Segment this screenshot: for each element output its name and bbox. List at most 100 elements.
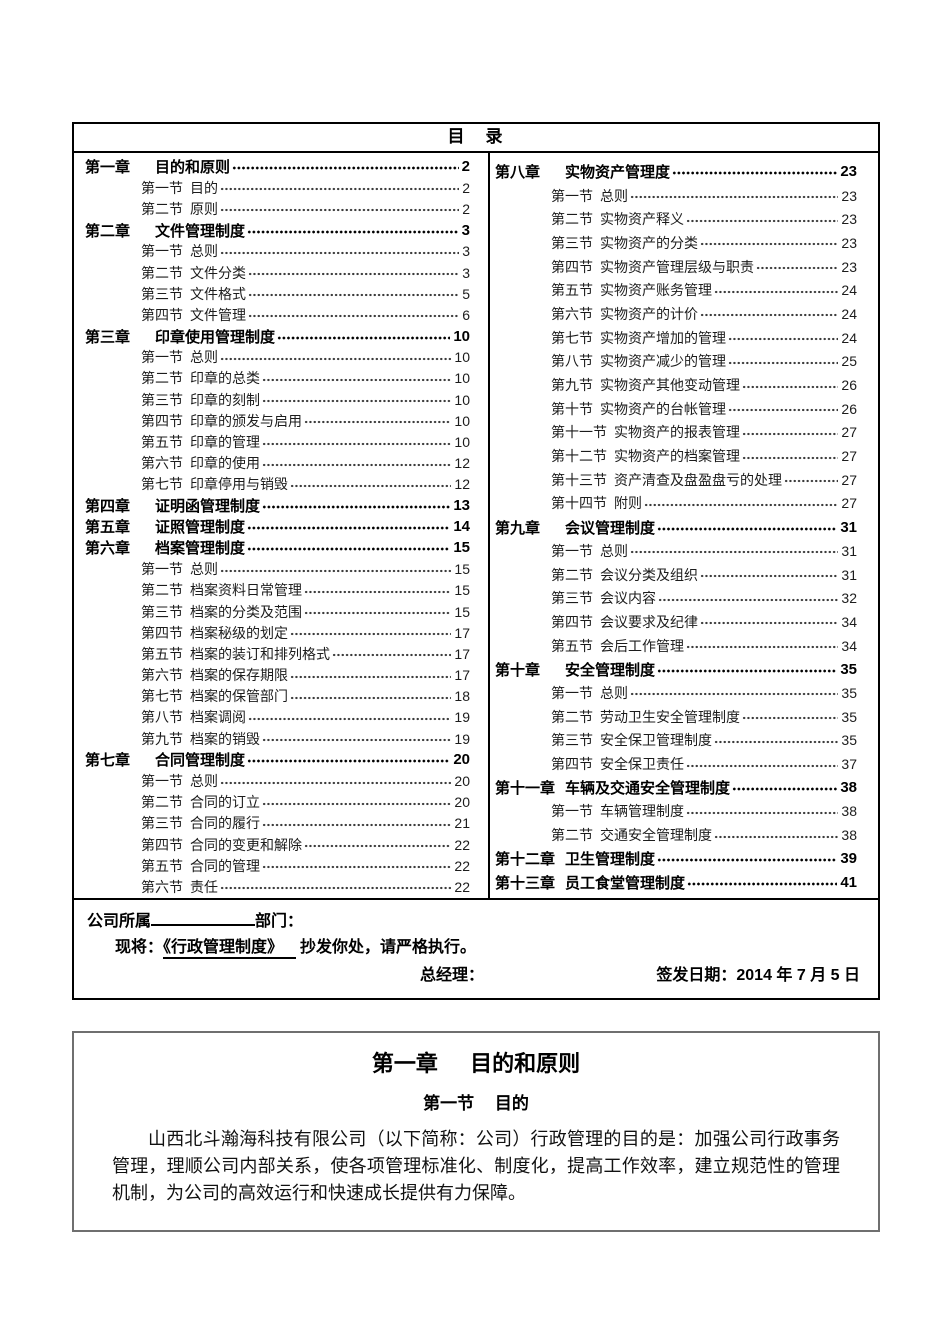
toc-entry-title: 实物资产的档案管理 (614, 448, 740, 465)
dot-leader (248, 271, 460, 278)
toc-entry-title: 会议内容 (600, 590, 656, 607)
toc-entry-title: 资产清查及盘盈盘亏的处理 (614, 471, 782, 488)
toc-entry-title: 印章的使用 (190, 455, 260, 472)
dot-leader (714, 738, 839, 745)
toc-chapter-row: 第十章 安全管理制度 35 (495, 657, 857, 681)
toc-section-row: 第二节 合同的订立 20 (85, 792, 470, 813)
toc-entry-label: 第八章 (495, 164, 541, 182)
toc-entry-page: 18 (454, 688, 470, 705)
toc-entry-label: 第一节 (551, 187, 593, 204)
toc-section-row: 第一节 总则 23 (495, 184, 857, 208)
toc-entry-label: 第二节 (551, 708, 593, 725)
toc-chapter-row: 第九章 会议管理制度 31 (495, 515, 857, 539)
toc-entry-page: 39 (840, 850, 857, 868)
toc-entry-page: 24 (841, 329, 857, 346)
toc-entry-label: 第一节 (551, 684, 593, 701)
toc-entry-page: 22 (454, 857, 470, 874)
dot-leader (784, 478, 839, 485)
toc-entry-label: 第四节 (551, 258, 593, 275)
toc-entry-label: 第一节 (141, 773, 183, 790)
toc-entry-title: 目的 (190, 179, 218, 196)
toc-section-row: 第二节 文件分类 3 (85, 262, 470, 283)
dot-leader (756, 265, 839, 272)
toc-entry-page: 37 (841, 756, 857, 773)
toc-entry-page: 12 (454, 455, 470, 472)
distribution-notice: 公司所属 部门： 现将：《行政管理制度》 抄发你处，请严格执行。 总经理： 签发日期… (74, 898, 878, 999)
toc-box: 目 录 第一章 目的和原则 2 第一节 目的 2 第二节 原则 2 第二章 文件管理制度 3 第一节 总则… (72, 122, 880, 1000)
notice-belongs-suffix: 部门： (255, 913, 304, 930)
dot-leader (248, 313, 460, 320)
toc-entry-title: 实物资产账务管理 (600, 282, 712, 299)
toc-section-row: 第五节 实物资产账务管理 24 (495, 278, 857, 302)
dot-leader (290, 482, 452, 489)
toc-entry-label: 第五节 (551, 637, 593, 654)
toc-entry-title: 责任 (190, 878, 218, 895)
toc-chapter-row: 第十二章 卫生管理制度 39 (495, 847, 857, 871)
dot-leader (262, 800, 452, 807)
dot-leader (332, 652, 452, 659)
toc-section-row: 第三节 文件格式 5 (85, 283, 470, 304)
notice-belongs-line: 公司所属 部门： (87, 909, 866, 935)
toc-entry-label: 第二节 (141, 582, 183, 599)
section-one-heading: 第一节 目的 (74, 1089, 878, 1114)
toc-entry-title: 安全管理制度 (565, 661, 656, 679)
toc-section-row: 第一节 总则 3 (85, 241, 470, 262)
chapter-one-heading: 第一章 目的和原则 (74, 1046, 878, 1078)
dot-leader (732, 786, 838, 793)
toc-entry-page: 19 (454, 709, 470, 726)
toc-left-column: 第一章 目的和原则 2 第一节 目的 2 第二节 原则 2 第二章 文件管理制度 3 第一节 总则 3 第二节… (74, 153, 490, 898)
toc-entry-label: 第九节 (551, 377, 593, 394)
toc-section-row: 第一节 总则 15 (85, 559, 470, 580)
toc-entry-page: 12 (454, 476, 470, 493)
dot-leader (262, 864, 452, 871)
toc-entry-page: 6 (462, 306, 470, 323)
toc-entry-label: 第十三节 (551, 471, 607, 488)
toc-entry-label: 第二节 (141, 794, 183, 811)
dot-leader (304, 843, 452, 850)
toc-entry-page: 24 (841, 305, 857, 322)
toc-entry-title: 劳动卫生安全管理制度 (600, 708, 740, 725)
toc-columns: 第一章 目的和原则 2 第一节 目的 2 第二节 原则 2 第二章 文件管理制度 3 第一节 总则 3 第二节… (74, 153, 878, 898)
toc-entry-page: 34 (841, 613, 857, 630)
toc-entry-label: 第三节 (141, 603, 183, 620)
toc-entry-page: 3 (461, 221, 470, 239)
toc-entry-label: 第十章 (495, 661, 541, 679)
toc-entry-title: 档案的装订和排列格式 (190, 645, 330, 662)
toc-section-row: 第四节 会议要求及纪律 34 (495, 610, 857, 634)
dot-leader (672, 170, 838, 177)
toc-entry-title: 档案资料日常管理 (190, 582, 302, 599)
toc-entry-title: 印章的管理 (190, 434, 260, 451)
notice-copy-suffix: 抄发你处，请严格执行。 (300, 939, 477, 956)
toc-entry-page: 35 (841, 708, 857, 725)
toc-entry-page: 27 (841, 471, 857, 488)
toc-entry-page: 34 (841, 637, 857, 654)
toc-entry-page: 10 (454, 391, 470, 408)
toc-entry-title: 员工食堂管理制度 (565, 874, 686, 892)
toc-entry-title: 车辆管理制度 (600, 803, 684, 820)
toc-entry-title: 实物资产减少的管理 (600, 353, 726, 370)
toc-entry-title: 实物资产的台帐管理 (600, 400, 726, 417)
toc-entry-page: 35 (841, 684, 857, 701)
dot-leader (247, 228, 459, 235)
toc-entry-page: 24 (841, 282, 857, 299)
dot-leader (700, 620, 839, 627)
toc-entry-title: 合同的履行 (190, 815, 260, 832)
dot-leader (700, 312, 839, 319)
chapter-one-paragraph: 山西北斗瀚海科技有限公司（以下简称：公司）行政管理的目的是：加强公司行政事务管理… (112, 1129, 840, 1203)
toc-entry-page: 27 (841, 448, 857, 465)
toc-section-row: 第六节 档案的保存期限 17 (85, 665, 470, 686)
dot-leader (262, 737, 452, 744)
toc-entry-label: 第七节 (551, 329, 593, 346)
toc-entry-label: 第二节 (551, 211, 593, 228)
toc-entry-title: 总则 (190, 243, 218, 260)
toc-entry-label: 第六节 (141, 667, 183, 684)
toc-entry-title: 实物资产增加的管理 (600, 329, 726, 346)
toc-entry-label: 第二节 (551, 566, 593, 583)
notice-belongs-prefix: 公司所属 (87, 913, 152, 930)
toc-entry-title: 卫生管理制度 (565, 851, 656, 869)
dot-leader (220, 186, 460, 193)
toc-entry-label: 第三节 (141, 285, 183, 302)
toc-entry-page: 27 (841, 495, 857, 512)
toc-entry-label: 第十一章 (495, 780, 556, 798)
toc-entry-page: 10 (454, 412, 470, 429)
